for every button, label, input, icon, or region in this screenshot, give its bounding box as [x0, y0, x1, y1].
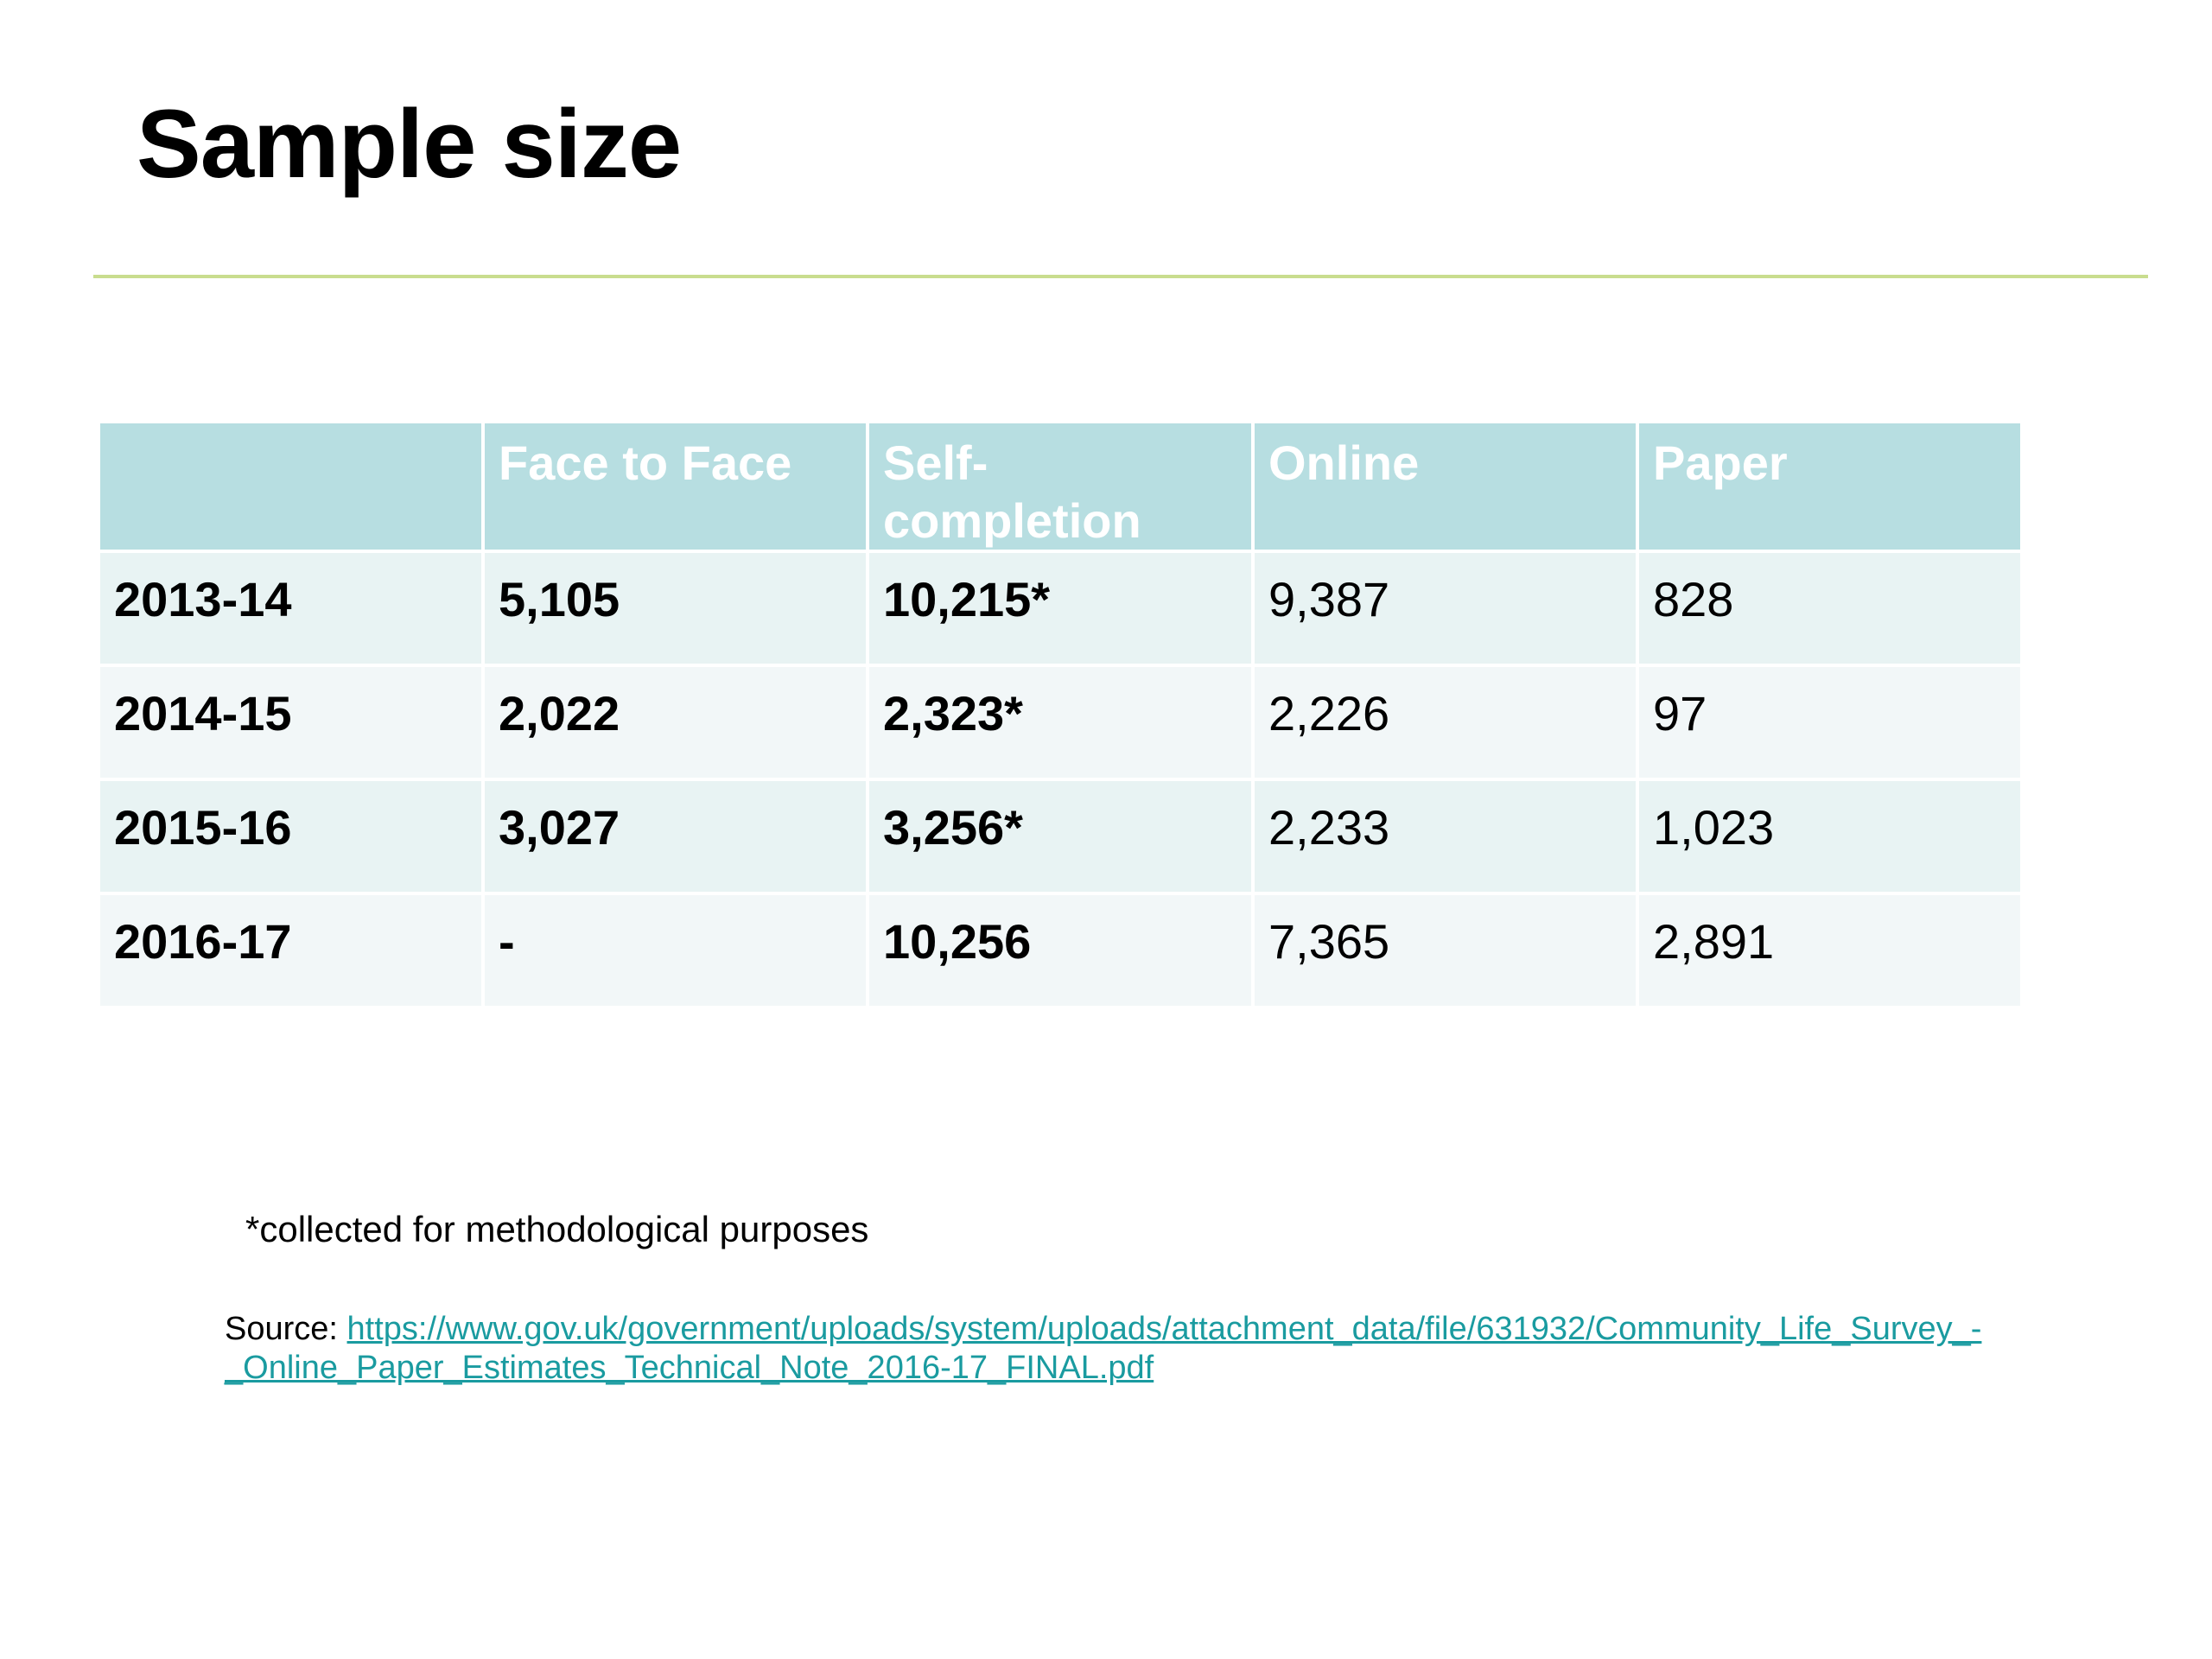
source-label: Source: [225, 1311, 347, 1347]
table-row: 2016-17 - 10,256 7,365 2,891 [97, 892, 2024, 1010]
table-row: 2015-16 3,027 3,256* 2,233 1,023 [97, 778, 2024, 896]
title-divider [93, 275, 2148, 278]
sample-size-table: Face to Face Self-completion Online Pape… [97, 419, 2024, 1010]
face-to-face-cell: 5,105 [481, 550, 869, 668]
table-row: 2014-15 2,022 2,323* 2,226 97 [97, 664, 2024, 782]
face-to-face-cell: - [481, 892, 869, 1010]
header-cell-paper: Paper [1636, 419, 2024, 554]
year-cell: 2013-14 [97, 550, 485, 668]
face-to-face-cell: 3,027 [481, 778, 869, 896]
source-citation: Source: https://www.gov.uk/government/up… [225, 1310, 1987, 1388]
paper-cell: 97 [1636, 664, 2024, 782]
paper-cell: 2,891 [1636, 892, 2024, 1010]
header-cell-self-completion: Self-completion [866, 419, 1255, 554]
slide-title: Sample size [137, 90, 682, 198]
year-cell: 2015-16 [97, 778, 485, 896]
table-header-row: Face to Face Self-completion Online Pape… [97, 419, 2024, 554]
header-cell-corner [97, 419, 485, 554]
self-completion-cell: 3,256* [866, 778, 1255, 896]
face-to-face-cell: 2,022 [481, 664, 869, 782]
year-cell: 2016-17 [97, 892, 485, 1010]
online-cell: 2,226 [1251, 664, 1639, 782]
self-completion-cell: 10,256 [866, 892, 1255, 1010]
self-completion-cell: 10,215* [866, 550, 1255, 668]
source-link[interactable]: https://www.gov.uk/government/uploads/sy… [225, 1311, 1982, 1386]
online-cell: 7,365 [1251, 892, 1639, 1010]
paper-cell: 828 [1636, 550, 2024, 668]
table-row: 2013-14 5,105 10,215* 9,387 828 [97, 550, 2024, 668]
header-cell-online: Online [1251, 419, 1639, 554]
online-cell: 2,233 [1251, 778, 1639, 896]
online-cell: 9,387 [1251, 550, 1639, 668]
header-cell-face-to-face: Face to Face [481, 419, 869, 554]
year-cell: 2014-15 [97, 664, 485, 782]
paper-cell: 1,023 [1636, 778, 2024, 896]
footnote: *collected for methodological purposes [245, 1209, 869, 1249]
self-completion-cell: 2,323* [866, 664, 1255, 782]
